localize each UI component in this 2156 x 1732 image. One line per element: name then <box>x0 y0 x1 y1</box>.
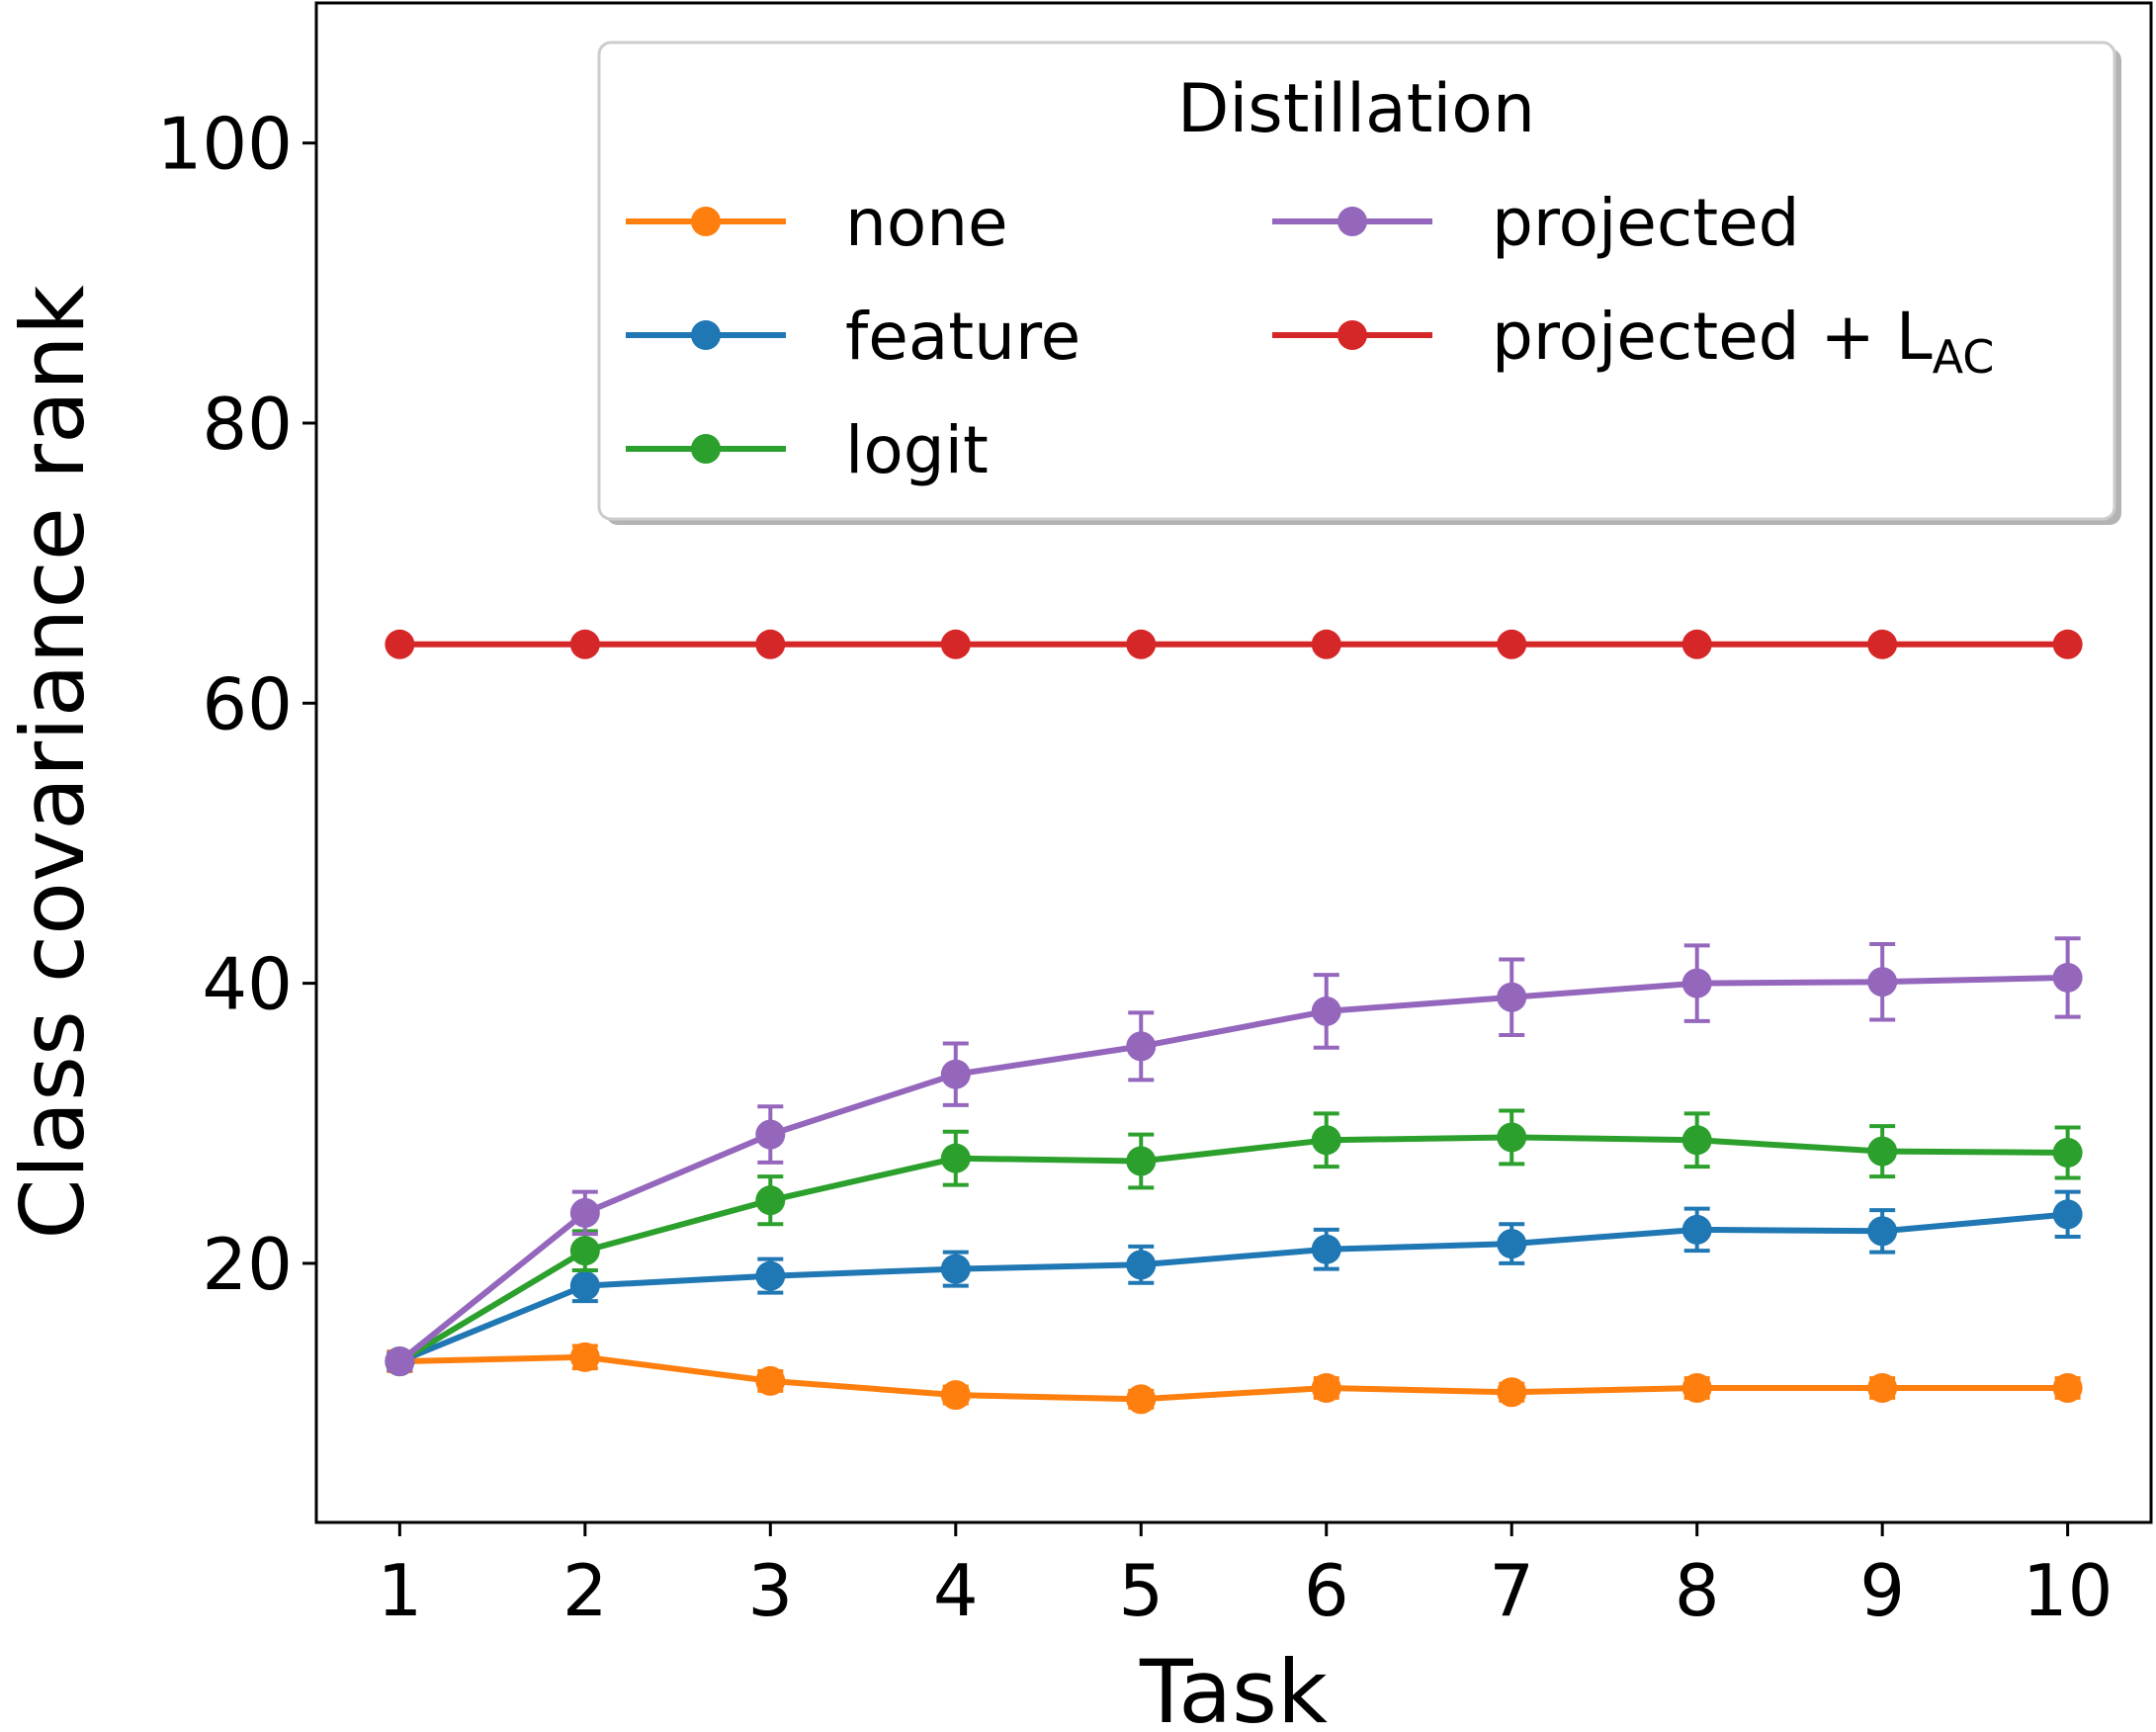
y-axis: 20 40 60 80 100 <box>157 103 316 1306</box>
data-point <box>1126 1250 1157 1280</box>
data-point <box>1682 968 1712 998</box>
data-point <box>1126 629 1157 659</box>
data-point <box>1682 1214 1712 1245</box>
y-tick-label: 20 <box>202 1223 293 1306</box>
data-point <box>1311 1125 1341 1156</box>
data-point <box>1126 1384 1157 1415</box>
data-point <box>755 629 786 659</box>
legend-box <box>597 41 2116 521</box>
y-tick-label: 80 <box>202 383 293 466</box>
data-point <box>569 1197 600 1228</box>
x-tick-label: 3 <box>747 1549 793 1632</box>
data-point <box>1497 982 1527 1012</box>
data-point <box>385 629 415 659</box>
data-point <box>1682 1373 1712 1404</box>
series-line <box>398 1211 2068 1364</box>
data-point <box>1867 1216 1898 1247</box>
series-line <box>397 1134 2068 1364</box>
legend-label: logit <box>845 412 989 488</box>
y-axis-label: Class covariance rank <box>2 285 104 1239</box>
y-tick-label: 40 <box>202 943 293 1026</box>
data-point <box>569 1342 600 1372</box>
data-point <box>1867 967 1898 997</box>
data-point <box>385 1346 415 1377</box>
data-point <box>1497 1229 1527 1259</box>
x-tick-label: 7 <box>1489 1549 1534 1632</box>
y-tick-label: 60 <box>202 662 293 745</box>
x-tick-label: 4 <box>933 1549 979 1632</box>
x-tick-label: 6 <box>1304 1549 1349 1632</box>
x-tick-label: 8 <box>1675 1549 1720 1632</box>
legend-label: projected + LAC <box>1492 299 1994 384</box>
series-projected-l-ac <box>385 629 2083 659</box>
data-point <box>1867 629 1898 659</box>
series-line <box>397 974 2068 1364</box>
data-point <box>569 629 600 659</box>
series-layer <box>385 629 2083 1415</box>
data-point <box>1126 1146 1157 1176</box>
legend: Distillation none feature logit projected pr… <box>597 41 2121 525</box>
legend-marker <box>1337 207 1367 236</box>
data-point <box>1497 629 1527 659</box>
data-point <box>569 1236 600 1266</box>
data-point <box>1126 1031 1157 1062</box>
legend-entry: feature <box>626 299 1080 375</box>
data-point <box>1497 1377 1527 1408</box>
data-point <box>940 1254 971 1284</box>
legend-label: projected <box>1492 185 1800 261</box>
legend-title: Distillation <box>1177 70 1535 148</box>
x-tick-label: 10 <box>2023 1549 2113 1632</box>
x-tick-label: 1 <box>377 1549 422 1632</box>
x-tick-label: 5 <box>1118 1549 1164 1632</box>
data-point <box>1311 1373 1341 1404</box>
legend-entry: logit <box>626 412 989 488</box>
legend-entry: projected <box>1272 185 1800 261</box>
series-none <box>385 1342 2083 1415</box>
data-point <box>755 1365 786 1396</box>
legend-marker <box>691 207 721 236</box>
data-point <box>1311 996 1341 1026</box>
data-point <box>2052 1199 2083 1230</box>
data-point <box>940 1380 971 1411</box>
legend-marker <box>691 320 721 350</box>
x-tick-label: 2 <box>562 1549 608 1632</box>
data-point <box>2052 629 2083 659</box>
series-projected <box>385 936 2083 1377</box>
data-point <box>1867 1136 1898 1167</box>
data-point <box>940 629 971 659</box>
data-point <box>1867 1373 1898 1404</box>
data-point <box>940 1059 971 1089</box>
data-point <box>1682 1125 1712 1156</box>
x-tick-label: 9 <box>1859 1549 1905 1632</box>
legend-entry: projected + LAC <box>1272 299 1994 384</box>
series-line <box>399 1353 2068 1403</box>
x-axis: 1 2 3 4 5 6 7 8 9 10 <box>377 1522 2113 1632</box>
data-point <box>2052 962 2083 993</box>
data-point <box>569 1270 600 1301</box>
y-tick-label: 100 <box>157 103 293 186</box>
data-point <box>755 1260 786 1291</box>
data-point <box>1311 629 1341 659</box>
data-point <box>755 1119 786 1150</box>
series-logit <box>385 1108 2083 1377</box>
legend-label: none <box>845 185 1008 261</box>
data-point <box>1311 1234 1341 1264</box>
legend-label: feature <box>845 299 1080 375</box>
data-point <box>1497 1122 1527 1153</box>
data-point <box>2052 1138 2083 1169</box>
data-point <box>755 1185 786 1216</box>
data-point <box>1682 629 1712 659</box>
data-point <box>2052 1373 2083 1404</box>
legend-label-subscript: AC <box>1933 330 1995 384</box>
legend-marker <box>691 434 721 464</box>
x-axis-label: Task <box>1139 1641 1328 1732</box>
data-point <box>940 1143 971 1173</box>
legend-entry: none <box>626 185 1008 261</box>
legend-marker <box>1337 320 1367 350</box>
